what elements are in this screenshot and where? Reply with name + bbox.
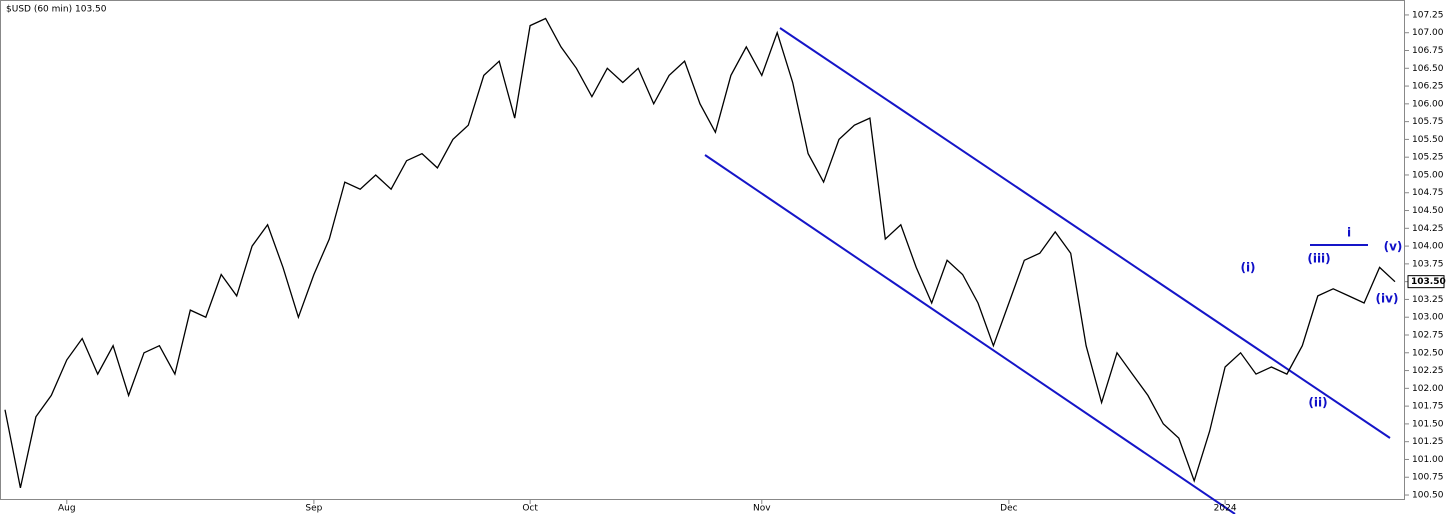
y-tick-label: 104.50 bbox=[1412, 206, 1444, 216]
x-tick-label: Oct bbox=[522, 504, 538, 514]
last-price-label: 103.50 bbox=[1411, 277, 1446, 287]
y-tick-label: 101.25 bbox=[1412, 437, 1444, 447]
y-tick-label: 102.75 bbox=[1412, 330, 1444, 340]
plot-frame bbox=[0, 0, 1405, 500]
channel-upper bbox=[779, 27, 1391, 439]
y-tick-label: 107.00 bbox=[1412, 28, 1444, 38]
y-tick-label: 104.75 bbox=[1412, 188, 1444, 198]
y-tick-label: 103.75 bbox=[1412, 259, 1444, 269]
x-tick-label: 2024 bbox=[1214, 504, 1237, 514]
y-tick-label: 105.75 bbox=[1412, 117, 1444, 127]
y-tick-label: 105.00 bbox=[1412, 170, 1444, 180]
y-tick-label: 102.25 bbox=[1412, 366, 1444, 376]
wave-label: i bbox=[1347, 226, 1351, 240]
y-tick-label: 104.25 bbox=[1412, 224, 1444, 234]
x-tick-label: Dec bbox=[1000, 504, 1017, 514]
y-tick-label: 107.25 bbox=[1412, 10, 1444, 20]
channel-lower bbox=[704, 154, 1236, 514]
y-tick-label: 102.00 bbox=[1412, 384, 1444, 394]
y-tick-label: 106.00 bbox=[1412, 99, 1444, 109]
y-tick-label: 100.50 bbox=[1412, 491, 1444, 501]
wave-label: (i) bbox=[1240, 261, 1255, 275]
wave-label: (v) bbox=[1384, 240, 1403, 254]
y-tick-label: 106.75 bbox=[1412, 46, 1444, 56]
y-tick-label: 105.50 bbox=[1412, 135, 1444, 145]
y-tick-label: 100.75 bbox=[1412, 473, 1444, 483]
y-tick-label: 101.00 bbox=[1412, 455, 1444, 465]
wave-label: (ii) bbox=[1308, 396, 1327, 410]
chart-title: $USD (60 min) 103.50 bbox=[6, 5, 107, 15]
y-tick-label: 102.50 bbox=[1412, 348, 1444, 358]
wave-label: (iv) bbox=[1376, 292, 1399, 306]
y-tick-label: 104.00 bbox=[1412, 242, 1444, 252]
price-line bbox=[4, 17, 1396, 489]
y-tick-label: 103.00 bbox=[1412, 313, 1444, 323]
wave-label: (iii) bbox=[1307, 252, 1330, 266]
last-price-box bbox=[1407, 275, 1445, 289]
y-tick-label: 103.25 bbox=[1412, 295, 1444, 305]
y-tick-label: 101.75 bbox=[1412, 402, 1444, 412]
y-tick-label: 106.50 bbox=[1412, 64, 1444, 74]
y-tick-label: 106.25 bbox=[1412, 82, 1444, 92]
x-tick-label: Sep bbox=[305, 504, 322, 514]
x-tick-label: Nov bbox=[753, 504, 771, 514]
x-tick-label: Aug bbox=[58, 504, 76, 514]
y-tick-label: 101.50 bbox=[1412, 419, 1444, 429]
y-tick-label: 105.25 bbox=[1412, 153, 1444, 163]
